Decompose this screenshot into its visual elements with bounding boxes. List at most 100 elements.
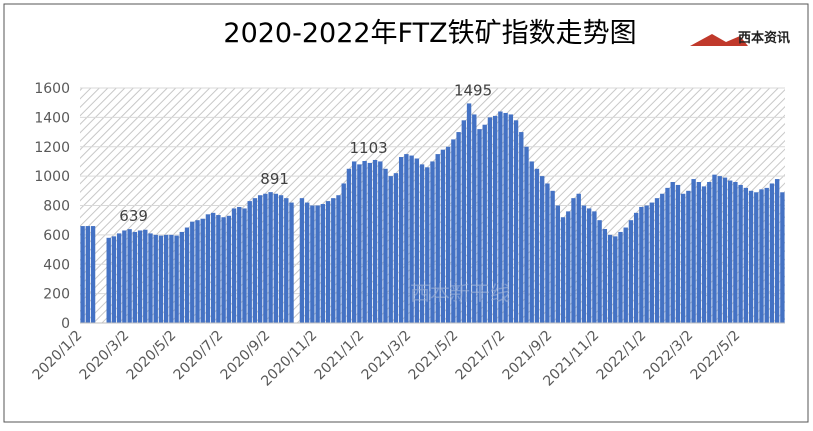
bar bbox=[210, 212, 216, 323]
bar bbox=[649, 202, 655, 323]
bar bbox=[519, 132, 524, 323]
bar bbox=[226, 215, 232, 323]
bar bbox=[555, 205, 561, 323]
bar bbox=[665, 187, 670, 323]
bar bbox=[252, 198, 258, 323]
bar bbox=[388, 176, 393, 323]
bar bbox=[237, 206, 242, 323]
value-label: 639 bbox=[119, 207, 148, 225]
bar bbox=[341, 183, 346, 323]
bar bbox=[592, 211, 597, 323]
bar bbox=[148, 233, 153, 323]
bar bbox=[351, 161, 357, 323]
bar bbox=[623, 227, 628, 323]
bar bbox=[419, 164, 425, 323]
y-tick-label: 1200 bbox=[34, 140, 70, 156]
bar bbox=[179, 231, 185, 323]
bar bbox=[717, 176, 722, 323]
bar bbox=[722, 177, 728, 323]
logo-text: 西本资讯 bbox=[738, 30, 790, 46]
bar bbox=[346, 168, 352, 323]
bar bbox=[304, 202, 310, 323]
bar bbox=[268, 192, 273, 323]
bar bbox=[205, 214, 211, 323]
y-tick-label: 200 bbox=[43, 287, 70, 303]
bar bbox=[80, 226, 85, 323]
bar bbox=[247, 201, 252, 323]
bar bbox=[487, 117, 493, 323]
bar bbox=[445, 146, 451, 323]
bar bbox=[769, 183, 775, 323]
bar bbox=[278, 195, 284, 323]
bar bbox=[435, 154, 440, 323]
bar bbox=[200, 218, 205, 323]
y-tick-label: 0 bbox=[61, 316, 70, 332]
bar bbox=[315, 205, 320, 323]
value-label: 891 bbox=[260, 170, 289, 188]
bar bbox=[764, 187, 769, 323]
bar bbox=[566, 211, 571, 323]
bar bbox=[675, 184, 681, 323]
bar bbox=[184, 227, 190, 323]
bar bbox=[190, 221, 195, 323]
bar bbox=[378, 161, 383, 323]
bar bbox=[539, 176, 545, 323]
bar bbox=[273, 193, 279, 323]
bar bbox=[174, 235, 179, 323]
y-tick-label: 800 bbox=[43, 199, 70, 215]
bar bbox=[597, 220, 602, 323]
bar bbox=[644, 205, 649, 323]
bar bbox=[712, 174, 717, 323]
bar bbox=[221, 217, 226, 323]
bar bbox=[738, 184, 743, 323]
bar bbox=[560, 217, 566, 323]
bar bbox=[122, 230, 127, 323]
bar bbox=[106, 237, 111, 323]
bar bbox=[163, 234, 169, 323]
bar bbox=[299, 198, 305, 323]
bar bbox=[143, 229, 148, 323]
bar bbox=[85, 226, 91, 323]
bar bbox=[628, 220, 634, 323]
bar bbox=[696, 182, 702, 323]
bar bbox=[461, 120, 467, 323]
bar bbox=[482, 124, 487, 323]
bar bbox=[780, 192, 785, 323]
bar bbox=[727, 180, 733, 323]
watermark: 西本新干线 bbox=[410, 281, 510, 305]
bar bbox=[498, 111, 503, 323]
bar bbox=[477, 129, 482, 323]
bar bbox=[660, 193, 665, 323]
bar bbox=[409, 155, 414, 323]
bar bbox=[367, 162, 373, 323]
bar bbox=[680, 193, 686, 323]
bar bbox=[456, 132, 461, 323]
bar bbox=[691, 179, 696, 323]
bar bbox=[602, 229, 608, 323]
bar bbox=[195, 220, 200, 323]
bar bbox=[550, 190, 555, 323]
bar bbox=[701, 186, 707, 323]
bar bbox=[503, 112, 508, 323]
bar bbox=[774, 179, 780, 323]
bar bbox=[111, 236, 117, 323]
bar bbox=[571, 198, 576, 323]
bar bbox=[331, 198, 336, 323]
bar bbox=[472, 114, 477, 323]
bar bbox=[414, 158, 420, 323]
bar bbox=[257, 195, 263, 323]
bar bbox=[263, 193, 268, 323]
y-tick-label: 1400 bbox=[34, 110, 70, 126]
bar bbox=[362, 160, 367, 323]
bar bbox=[169, 234, 174, 323]
bar bbox=[759, 189, 764, 323]
value-label: 1103 bbox=[350, 139, 388, 157]
bar bbox=[586, 208, 592, 323]
bar bbox=[383, 168, 388, 323]
chart-title: 2020-2022年FTZ铁矿指数走势图 bbox=[223, 18, 636, 49]
bar bbox=[613, 236, 618, 323]
bar bbox=[216, 215, 221, 323]
bar bbox=[425, 167, 430, 323]
bar bbox=[137, 230, 143, 323]
